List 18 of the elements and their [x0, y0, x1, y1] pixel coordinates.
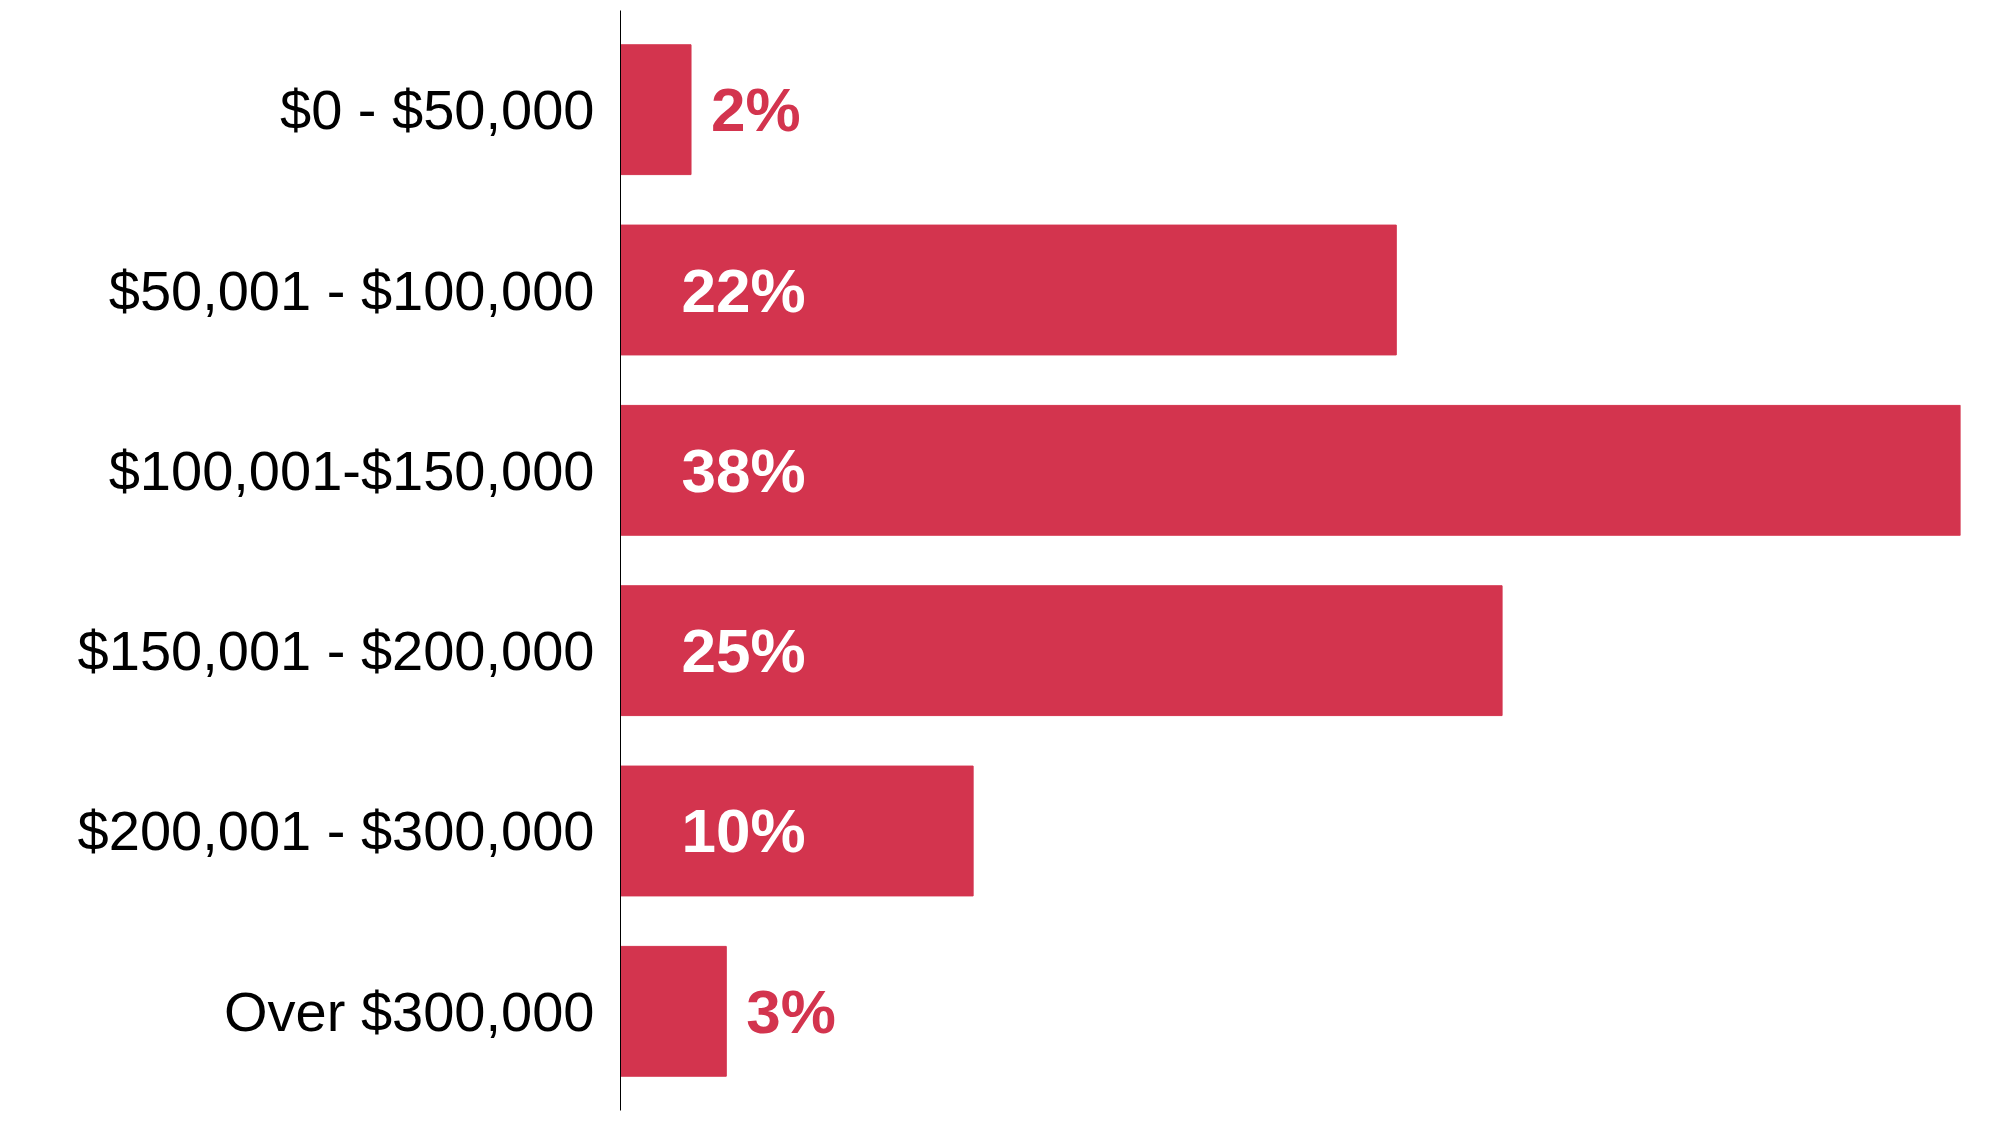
bar: [620, 765, 974, 897]
y-tick-label: $200,001 - $300,000: [77, 799, 595, 863]
data-label: 10%: [681, 796, 806, 866]
y-tick-label: $150,001 - $200,000: [77, 619, 595, 683]
bar: [620, 44, 692, 176]
bar: [620, 224, 1397, 356]
data-label: 38%: [681, 435, 806, 505]
bar: [620, 404, 1961, 536]
bar: [620, 585, 1503, 717]
data-label: 25%: [681, 616, 806, 686]
bar: [620, 945, 727, 1077]
data-label: 2%: [711, 75, 801, 145]
y-tick-label: $100,001-$150,000: [108, 438, 595, 502]
y-tick-label: $0 - $50,000: [280, 78, 595, 142]
y-tick-label: $50,001 - $100,000: [108, 258, 595, 322]
data-label: 3%: [746, 976, 836, 1046]
data-label: 22%: [681, 255, 806, 325]
y-tick-label: Over $300,000: [224, 979, 595, 1043]
